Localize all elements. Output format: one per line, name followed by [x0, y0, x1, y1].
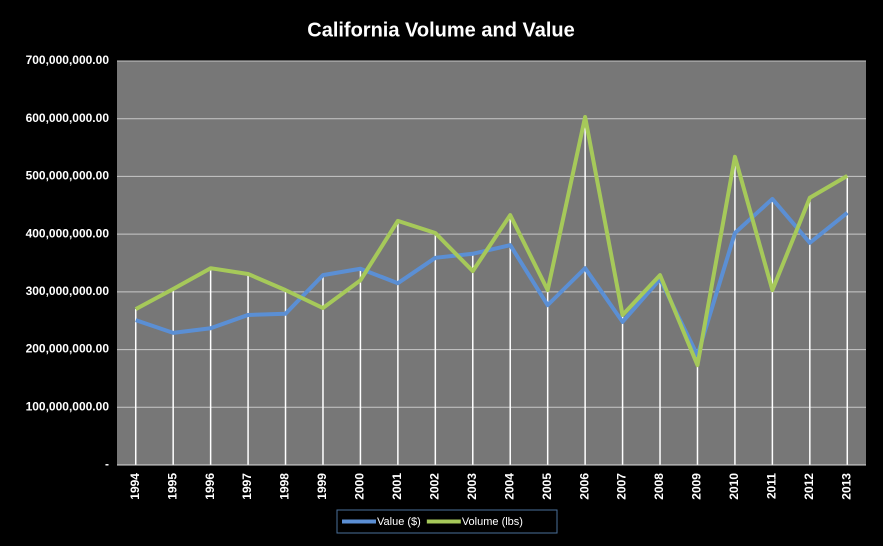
x-tick-label: 2005 [540, 473, 554, 500]
y-tick-label: 300,000,000.00 [26, 284, 110, 298]
x-tick-label: 2010 [727, 473, 741, 500]
x-tick-label: 2004 [502, 473, 516, 500]
x-tick-label: 2011 [765, 473, 779, 499]
y-tick-label: 400,000,000.00 [26, 226, 110, 240]
x-tick-label: 1997 [240, 473, 254, 500]
x-tick-label: 2006 [577, 473, 591, 500]
y-tick-label: 500,000,000.00 [26, 169, 110, 183]
x-tick-label: 2008 [652, 473, 666, 500]
legend-label: Volume (lbs) [462, 516, 523, 528]
series-line [134, 114, 849, 368]
y-tick-label: 700,000,000.00 [26, 53, 110, 67]
x-tick-label: 2001 [390, 473, 404, 500]
y-tick-label: - [105, 457, 109, 471]
y-tick-label: 200,000,000.00 [26, 342, 110, 356]
legend-label: Value ($) [377, 516, 421, 528]
x-tick-label: 1994 [128, 473, 142, 500]
y-tick-label: 600,000,000.00 [26, 111, 110, 125]
y-tick-label: 100,000,000.00 [26, 399, 110, 413]
x-tick-label: 1995 [165, 473, 179, 500]
x-tick-label: 2000 [353, 473, 367, 500]
x-tick-label: 1999 [315, 473, 329, 500]
x-tick-label: 1998 [278, 473, 292, 500]
x-tick-label: 2013 [839, 473, 853, 500]
x-tick-label: 2012 [802, 473, 816, 500]
x-tick-label: 2007 [615, 473, 629, 500]
x-tick-label: 2002 [427, 473, 441, 500]
x-tick-label: 1996 [203, 473, 217, 500]
series-line [135, 196, 849, 358]
plot-area [117, 61, 866, 465]
x-tick-label: 2003 [465, 473, 479, 500]
chart-title: California Volume and Value [307, 19, 574, 41]
x-tick-label: 2009 [690, 473, 704, 500]
